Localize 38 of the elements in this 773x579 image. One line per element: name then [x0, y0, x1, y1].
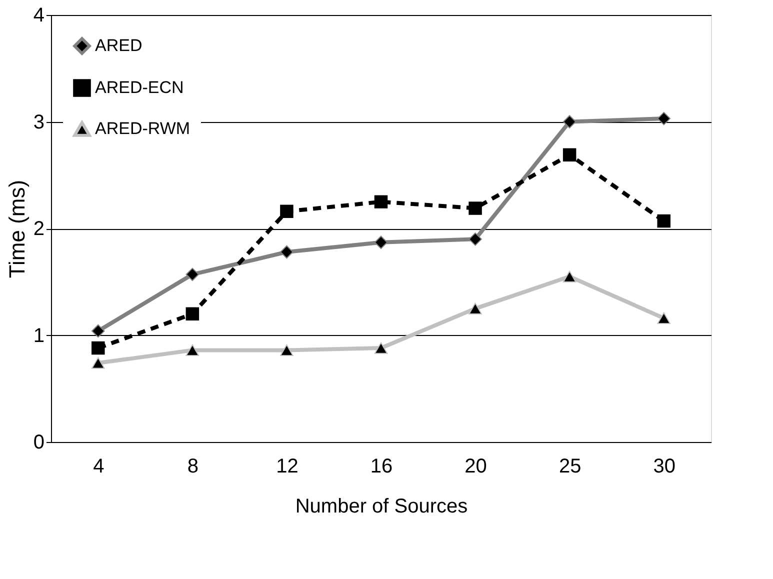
point	[468, 202, 482, 215]
point	[92, 357, 105, 369]
point	[468, 232, 482, 246]
point	[468, 302, 482, 314]
legend-label: ARED-RWM	[95, 119, 190, 138]
point	[562, 115, 576, 128]
legend-label: ARED	[95, 36, 142, 55]
x-tick-label: 12	[276, 456, 298, 478]
point	[562, 270, 576, 282]
point	[657, 312, 670, 324]
point	[186, 307, 200, 321]
y-tick-label: 3	[33, 111, 44, 134]
point	[374, 342, 388, 354]
point	[374, 195, 388, 208]
point	[657, 112, 670, 126]
x-tick-label: 30	[653, 456, 676, 478]
point	[374, 236, 388, 249]
y-axis-title: Time (ms)	[4, 180, 30, 278]
legend-label: ARED-ECN	[95, 78, 184, 97]
x-axis-title: Number of Sources	[295, 496, 468, 518]
y-tick-label: 2	[33, 218, 44, 240]
x-tick-label: 20	[464, 456, 487, 478]
point	[186, 268, 200, 282]
x-tick-label: 25	[558, 456, 582, 478]
y-tick-label: 1	[33, 324, 44, 347]
point	[562, 148, 576, 162]
point	[280, 204, 294, 218]
point	[92, 324, 105, 338]
y-tick-label: 4	[33, 4, 44, 26]
x-tick-label: 4	[93, 456, 104, 478]
y-tick-label: 0	[33, 432, 44, 454]
point	[280, 245, 294, 259]
point	[186, 344, 200, 356]
point	[657, 214, 670, 228]
point	[280, 344, 294, 356]
point	[92, 341, 105, 355]
x-tick-label: 16	[370, 456, 393, 478]
x-tick-label: 8	[187, 456, 198, 478]
